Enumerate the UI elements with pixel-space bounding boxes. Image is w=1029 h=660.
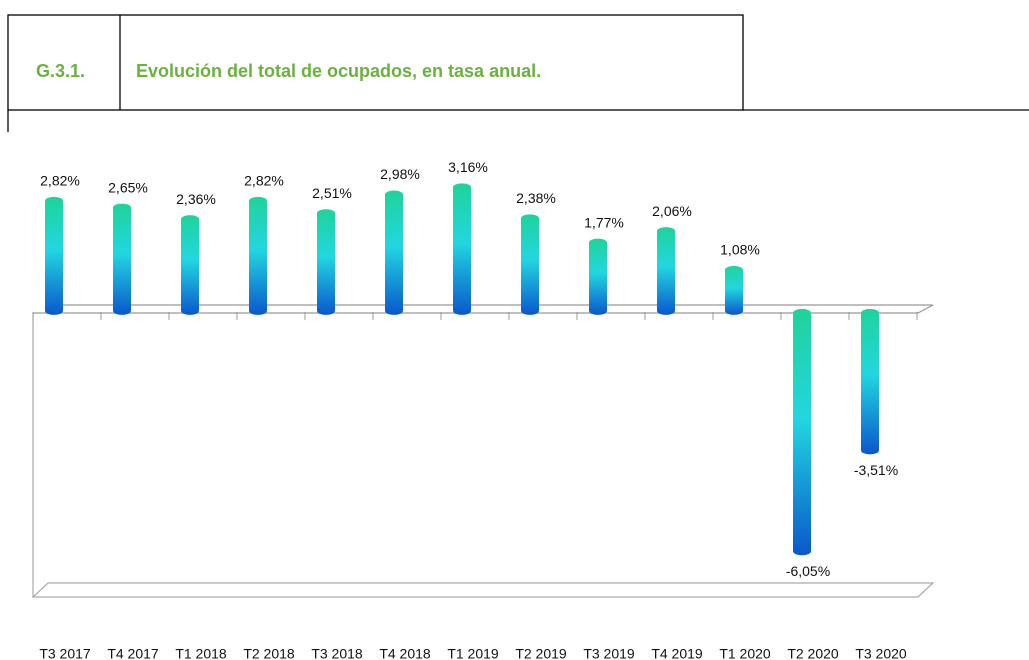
value-label: 3,16%: [448, 159, 488, 175]
x-tick-label: T2 2019: [515, 646, 567, 660]
bar: [45, 196, 63, 315]
value-label: 2,82%: [244, 173, 284, 189]
x-tick-label: T1 2018: [175, 646, 227, 660]
bar: [249, 196, 267, 315]
header-box: G.3.1. Evolución del total de ocupados, …: [7, 14, 1029, 132]
x-tick-label: T4 2017: [107, 646, 159, 660]
value-label: 1,77%: [584, 214, 624, 230]
x-tick-label: T1 2020: [719, 646, 771, 660]
chart: T3 2017 2,82% T4 2017 2,65% T1 2018 2,36% T2 2…: [31, 159, 935, 660]
x-tick-label: T2 2020: [787, 646, 839, 660]
value-label: 2,36%: [176, 191, 216, 207]
value-label: 2,65%: [108, 179, 148, 195]
bar: [317, 209, 335, 315]
value-label: -6,05%: [786, 563, 830, 579]
zero-plane: [33, 304, 934, 314]
bar: [725, 266, 743, 315]
value-label: 1,08%: [720, 242, 760, 258]
x-tick-label: T3 2019: [583, 646, 635, 660]
x-tick-label: T3 2020: [855, 646, 907, 660]
bar: [861, 308, 879, 455]
x-tick-label: T1 2019: [447, 646, 499, 660]
value-label: 2,51%: [312, 185, 352, 201]
x-tick-label: T2 2018: [243, 646, 295, 660]
figure-title: Evolución del total de ocupados, en tasa…: [136, 61, 541, 81]
value-label: 2,06%: [652, 203, 692, 219]
bar: [385, 190, 403, 315]
bar: [589, 238, 607, 315]
bar: [793, 308, 811, 556]
x-tick-label: T3 2017: [39, 646, 91, 660]
x-tick-label: T4 2018: [379, 646, 431, 660]
bar: [521, 214, 539, 315]
bar: [657, 227, 675, 315]
value-label: 2,98%: [380, 166, 420, 182]
value-label: -3,51%: [854, 462, 898, 478]
value-label: 2,82%: [40, 173, 80, 189]
value-label: 2,38%: [516, 190, 556, 206]
bar: [181, 215, 199, 315]
bar: [113, 203, 131, 315]
header-frame: [7, 14, 744, 111]
figure-code: G.3.1.: [36, 61, 85, 81]
x-tick-label: T4 2019: [651, 646, 703, 660]
floor: [31, 582, 935, 598]
x-tick-label: T3 2018: [311, 646, 363, 660]
bar: [453, 183, 471, 315]
